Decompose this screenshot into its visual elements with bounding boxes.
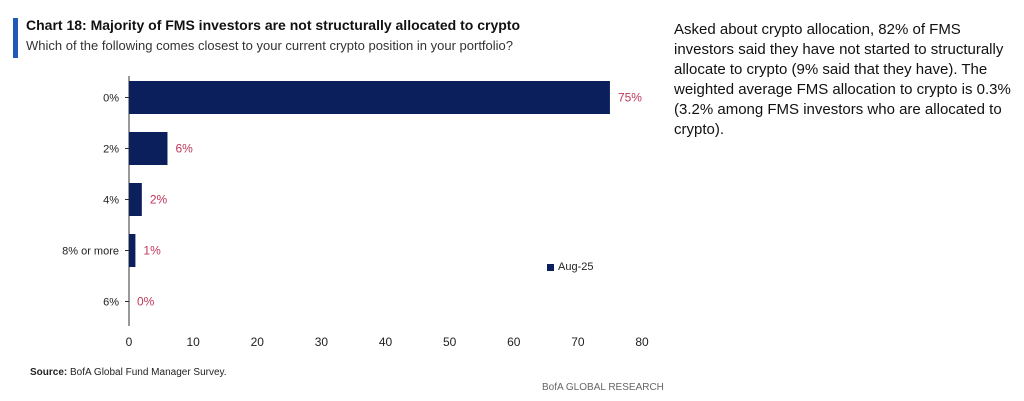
chart-subtitle: Which of the following comes closest to … (26, 38, 514, 53)
x-tick-label: 70 (571, 335, 585, 349)
legend-swatch (547, 263, 554, 271)
source-note: Source: BofA Global Fund Manager Survey. (30, 367, 227, 378)
title-accent-bar (13, 18, 18, 58)
x-tick-label: 40 (379, 335, 393, 349)
bar-chart: 0% 75% 2% 6% 4% 2% 8% or more 1% 6% 0% 0 10 20 30 40 50… (62, 76, 649, 349)
chart-legend: Aug-25 (547, 261, 593, 273)
data-label: 6% (175, 142, 193, 156)
source-text: BofA Global Fund Manager Survey. (67, 367, 227, 378)
x-tick-label: 20 (251, 335, 265, 349)
x-tick-label: 10 (186, 335, 200, 349)
data-label: 1% (143, 244, 161, 258)
x-tick-label: 30 (315, 335, 329, 349)
x-tick-label: 60 (507, 335, 521, 349)
y-tick-label: 2% (103, 144, 119, 156)
x-tick-label: 50 (443, 335, 457, 349)
y-tick-label: 8% or more (62, 246, 119, 258)
data-label: 0% (137, 295, 155, 309)
commentary-text: Asked about crypto allocation, 82% of FM… (674, 21, 1011, 138)
source-label: Source: (30, 367, 68, 378)
data-label: 75% (618, 91, 642, 105)
y-tick-label: 6% (103, 297, 119, 309)
bar (129, 132, 168, 165)
chart-title: Chart 18: Majority of FMS investors are … (26, 17, 520, 33)
x-tick-label: 0 (126, 335, 133, 349)
data-label: 2% (150, 193, 168, 207)
x-tick-label: 80 (635, 335, 649, 349)
bar (129, 183, 142, 216)
y-tick-label: 4% (103, 195, 119, 207)
bar (129, 234, 136, 267)
y-tick-label: 0% (103, 93, 119, 105)
legend-label: Aug-25 (558, 261, 594, 273)
bar (129, 81, 610, 114)
footer-brand: BofA GLOBAL RESEARCH (542, 382, 664, 393)
